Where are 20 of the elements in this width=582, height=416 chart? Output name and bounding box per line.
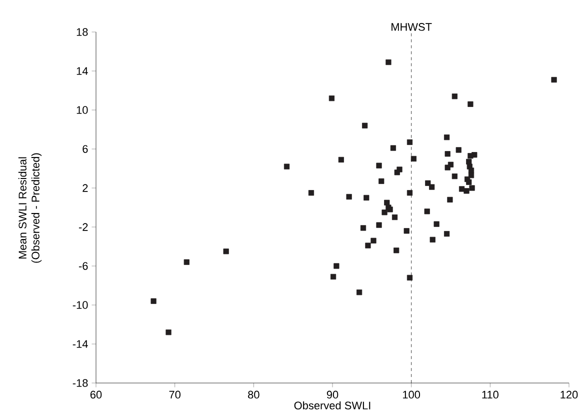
y-tick-label: 6 — [82, 145, 88, 153]
y-tick-label: 18 — [76, 28, 88, 36]
x-tick-label: 60 — [90, 390, 102, 399]
x-tick-label: 120 — [560, 390, 578, 399]
y-tick-label: 10 — [76, 106, 88, 114]
y-tick-label: -10 — [72, 301, 88, 309]
x-tick-label: 100 — [403, 390, 420, 399]
ref-line-label: MHWST — [392, 23, 432, 31]
y-axis-title: Mean SWLI Residual (Observed - Predicted) — [18, 153, 42, 263]
y-tick-label: -2 — [78, 223, 88, 231]
y-tick-label: 14 — [76, 67, 88, 75]
y-tick-label: -14 — [72, 340, 88, 348]
x-tick-label: 80 — [248, 390, 260, 399]
x-tick-label: 70 — [169, 390, 180, 399]
x-tick-label: 90 — [326, 390, 338, 399]
y-tick-label: 2 — [82, 184, 88, 192]
y-tick-label: -6 — [78, 262, 88, 270]
x-tick-label: 110 — [482, 390, 498, 399]
x-axis-title: Observed SWLI — [294, 401, 370, 410]
y-tick-label: -18 — [72, 379, 88, 387]
